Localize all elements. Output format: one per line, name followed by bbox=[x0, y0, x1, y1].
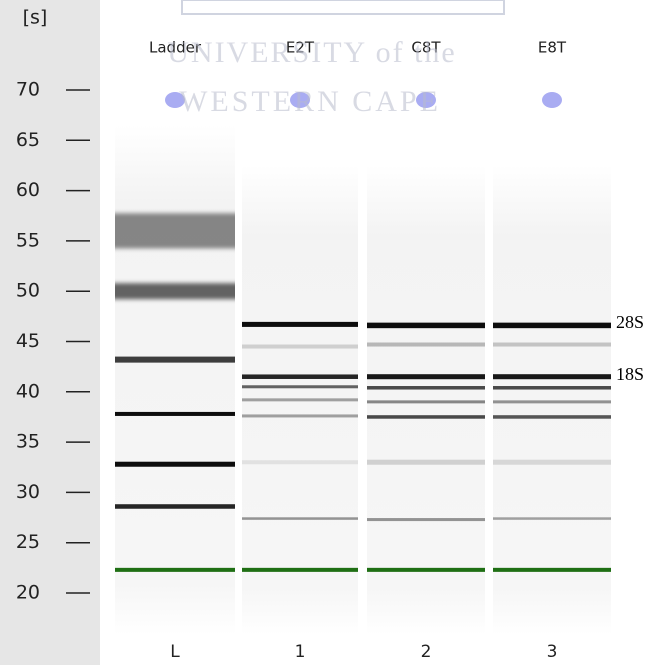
band bbox=[242, 517, 358, 520]
marker-band bbox=[242, 568, 358, 572]
axis-unit: [s] bbox=[23, 7, 48, 29]
band bbox=[493, 460, 611, 465]
y-tick-label: 70 bbox=[16, 79, 40, 101]
marker-band bbox=[367, 568, 485, 572]
band bbox=[367, 460, 485, 465]
y-tick-label: 65 bbox=[16, 129, 40, 151]
annotation: 18S bbox=[616, 364, 644, 384]
logo-frame bbox=[182, 0, 504, 14]
band bbox=[493, 343, 611, 347]
band bbox=[242, 345, 358, 349]
band bbox=[367, 323, 485, 329]
y-tick-label: 55 bbox=[16, 229, 40, 251]
band bbox=[367, 518, 485, 521]
band bbox=[242, 414, 358, 417]
band bbox=[242, 385, 358, 388]
watermark: WESTERN CAPE bbox=[179, 85, 441, 118]
y-tick-label: 35 bbox=[16, 431, 40, 453]
band bbox=[115, 283, 235, 299]
band bbox=[242, 374, 358, 379]
lane-number: 1 bbox=[295, 642, 306, 662]
band bbox=[242, 322, 358, 327]
y-tick-label: 40 bbox=[16, 380, 40, 402]
band bbox=[115, 213, 235, 248]
band bbox=[367, 386, 485, 390]
lane bbox=[367, 165, 485, 635]
band bbox=[493, 374, 611, 379]
band bbox=[493, 386, 611, 390]
y-tick-label: 20 bbox=[16, 582, 40, 604]
annotation: 28S bbox=[616, 312, 644, 332]
marker-band bbox=[115, 568, 235, 572]
band bbox=[115, 357, 235, 363]
y-tick-label: 25 bbox=[16, 531, 40, 553]
band bbox=[242, 460, 358, 464]
band bbox=[493, 323, 611, 329]
lane bbox=[493, 165, 611, 635]
y-tick-label: 50 bbox=[16, 280, 40, 302]
marker-band bbox=[493, 568, 611, 572]
lane-number: L bbox=[170, 642, 180, 662]
y-tick-label: 60 bbox=[16, 179, 40, 201]
lane-label: E8T bbox=[538, 39, 567, 57]
band bbox=[115, 504, 235, 509]
gel-figure: [s] LadderLE2T1C8T2E8T3 UNIVERSITY of th… bbox=[0, 0, 659, 665]
y-tick-label: 45 bbox=[16, 330, 40, 352]
band bbox=[367, 343, 485, 347]
band bbox=[367, 415, 485, 419]
y-tick-label: 30 bbox=[16, 481, 40, 503]
band bbox=[242, 398, 358, 401]
band bbox=[367, 400, 485, 403]
lane-number: 3 bbox=[547, 642, 558, 662]
lane-number: 2 bbox=[421, 642, 432, 662]
band bbox=[493, 517, 611, 520]
lane-dot bbox=[542, 92, 562, 108]
band bbox=[115, 412, 235, 416]
lane bbox=[115, 125, 235, 635]
band bbox=[493, 400, 611, 403]
page: {"axis": {"unit": "[s]", "ylim": [20, 70… bbox=[0, 0, 659, 665]
watermark: UNIVERSITY of the bbox=[167, 36, 457, 69]
band bbox=[367, 374, 485, 379]
band bbox=[115, 462, 235, 467]
band bbox=[493, 415, 611, 419]
